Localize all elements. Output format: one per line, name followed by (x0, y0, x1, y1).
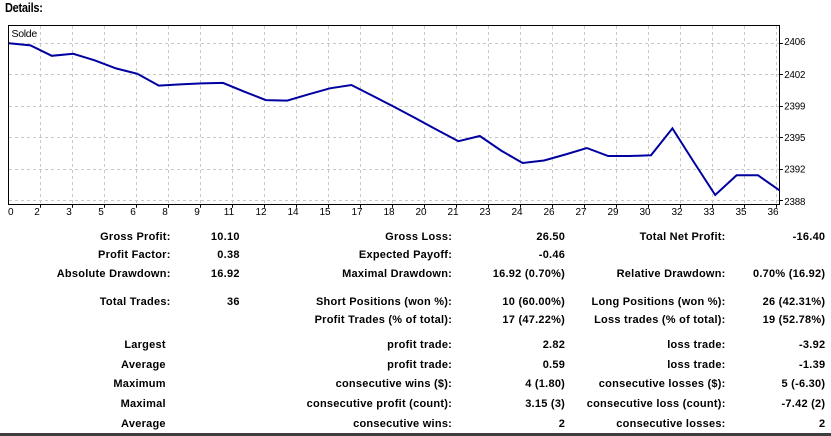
svg-text:21: 21 (447, 207, 459, 218)
svg-text:9: 9 (194, 207, 200, 218)
svg-text:11: 11 (224, 207, 235, 218)
svg-text:26: 26 (543, 207, 555, 218)
svg-text:6: 6 (130, 207, 136, 218)
svg-text:33: 33 (703, 207, 715, 218)
svg-text:2406: 2406 (784, 37, 805, 48)
svg-text:29: 29 (607, 207, 619, 218)
svg-text:12: 12 (255, 207, 267, 218)
svg-text:27: 27 (575, 207, 587, 218)
svg-text:14: 14 (287, 207, 299, 218)
svg-text:2392: 2392 (784, 164, 805, 175)
svg-text:18: 18 (383, 207, 395, 218)
svg-text:2388: 2388 (784, 197, 805, 208)
svg-text:35: 35 (735, 207, 747, 218)
svg-text:36: 36 (767, 207, 779, 218)
svg-text:3: 3 (66, 207, 72, 218)
svg-text:24: 24 (511, 207, 523, 218)
svg-text:2395: 2395 (784, 133, 805, 144)
svg-text:32: 32 (671, 207, 683, 218)
svg-text:Solde: Solde (12, 28, 38, 40)
svg-text:23: 23 (479, 207, 491, 218)
svg-text:30: 30 (639, 207, 651, 218)
svg-text:2: 2 (34, 207, 40, 218)
svg-text:2402: 2402 (784, 70, 805, 81)
svg-text:20: 20 (415, 207, 427, 218)
svg-text:15: 15 (319, 207, 331, 218)
svg-text:17: 17 (351, 207, 363, 218)
svg-text:2399: 2399 (784, 102, 805, 113)
svg-text:8: 8 (162, 207, 168, 218)
svg-text:5: 5 (98, 207, 104, 218)
svg-text:0: 0 (8, 207, 14, 218)
